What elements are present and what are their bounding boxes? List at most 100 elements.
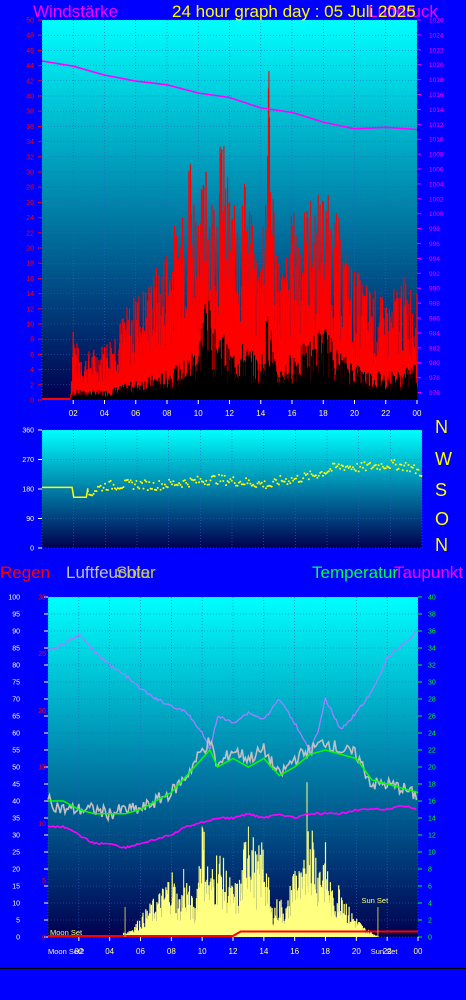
direction-point [360, 461, 363, 464]
compass-n-bottom: N [435, 535, 448, 555]
pressure-y-tick-label: 1002 [429, 196, 444, 203]
temp-y-tick-label: 20 [428, 765, 436, 772]
temp-y-tick-label: 26 [428, 714, 436, 721]
wind-x-tick-label: 16 [288, 409, 297, 418]
pressure-y-tick-label: 988 [429, 301, 440, 308]
temp-y-tick-label: 32 [428, 663, 436, 670]
direction-point [286, 483, 289, 486]
wind-y-tick-label: 18 [26, 261, 34, 268]
direction-point [158, 480, 161, 482]
temp-y-tick-label: 18 [428, 782, 436, 789]
direction-point [350, 468, 353, 471]
humidity-y-tick-label: 65 [12, 714, 20, 721]
direction-point [229, 478, 232, 481]
direction-point [411, 466, 414, 469]
direction-point [240, 483, 243, 486]
direction-point [357, 470, 360, 473]
pressure-y-tick-label: 1018 [429, 77, 444, 84]
direction-point [98, 485, 101, 488]
direction-point [306, 472, 309, 475]
wind-x-tick-label: 10 [194, 409, 203, 418]
direction-point [413, 464, 416, 467]
direction-point [391, 461, 394, 464]
direction-point [159, 488, 162, 491]
moon-set-tick-label: Moon Set2 [48, 947, 84, 956]
climate-x-tick-label: 00 [414, 947, 423, 956]
wind-y-tick-label: 4 [30, 367, 34, 374]
wind-x-tick-label: 08 [163, 409, 172, 418]
direction-point [314, 474, 317, 477]
direction-point [243, 483, 246, 486]
direction-point [105, 488, 108, 491]
direction-point [106, 489, 109, 491]
wind-y-tick-label: 48 [26, 33, 34, 40]
direction-point [114, 487, 116, 490]
wind-x-tick-label: 00 [413, 409, 422, 418]
direction-point [363, 461, 366, 464]
sun-set-label: Sun Set [361, 896, 389, 905]
direction-point [344, 466, 347, 468]
rain-y-tick-label: 30 [38, 595, 46, 602]
direction-y-tick-label: 0 [30, 546, 34, 553]
direction-point [327, 470, 330, 473]
pressure-y-tick-label: 986 [429, 316, 440, 323]
humidity-y-tick-label: 50 [12, 765, 20, 772]
direction-point [384, 467, 387, 470]
direction-point [417, 468, 420, 471]
direction-point [225, 484, 228, 487]
direction-point [249, 482, 252, 485]
compass-n-top: N [435, 417, 448, 437]
rain-series [48, 930, 418, 937]
wind-y-tick-label: 16 [26, 276, 34, 283]
direction-point [128, 481, 131, 484]
direction-y-tick-label: 180 [22, 487, 34, 494]
direction-point [94, 490, 96, 492]
direction-point [265, 487, 267, 490]
direction-point [209, 479, 212, 482]
direction-point [296, 474, 299, 477]
climate-x-tick-label: 14 [259, 947, 268, 956]
direction-point [290, 476, 293, 479]
direction-point [252, 483, 255, 486]
pressure-y-tick-label: 984 [429, 330, 440, 337]
solar-label: Solar [116, 563, 156, 582]
direction-point [336, 465, 339, 468]
direction-point [302, 477, 305, 480]
direction-point [326, 471, 329, 474]
direction-point [420, 475, 423, 477]
wind-y-tick-label: 12 [26, 306, 34, 313]
direction-point [155, 489, 158, 491]
wind-x-tick-label: 20 [350, 409, 359, 418]
pressure-y-tick-label: 994 [429, 256, 440, 263]
direction-point [104, 482, 106, 485]
direction-point [188, 485, 191, 488]
direction-point [259, 482, 262, 485]
direction-point [143, 479, 146, 482]
temp-y-tick-label: 30 [428, 680, 436, 687]
direction-point [186, 483, 189, 486]
humidity-series [47, 631, 417, 751]
direction-y-tick-label: 90 [26, 516, 34, 523]
direction-point [232, 476, 235, 479]
pressure-y-tick-label: 992 [429, 271, 440, 278]
direction-point [198, 481, 201, 484]
direction-point [317, 474, 320, 477]
direction-point [230, 479, 233, 482]
direction-point [141, 482, 144, 484]
direction-point [163, 483, 166, 486]
direction-point [176, 484, 179, 487]
direction-point [353, 468, 356, 471]
direction-point [397, 467, 400, 470]
direction-point [132, 488, 135, 490]
direction-point [213, 475, 216, 478]
direction-point [138, 487, 141, 490]
humidity-y-tick-label: 20 [12, 867, 20, 874]
climate-x-tick-label: 16 [290, 947, 299, 956]
direction-point [193, 478, 196, 481]
direction-point [208, 483, 210, 486]
direction-point [270, 485, 273, 488]
humidity-y-tick-label: 30 [12, 833, 20, 840]
direction-point [219, 480, 222, 483]
temperature-series [48, 748, 419, 815]
direction-point [304, 474, 307, 476]
